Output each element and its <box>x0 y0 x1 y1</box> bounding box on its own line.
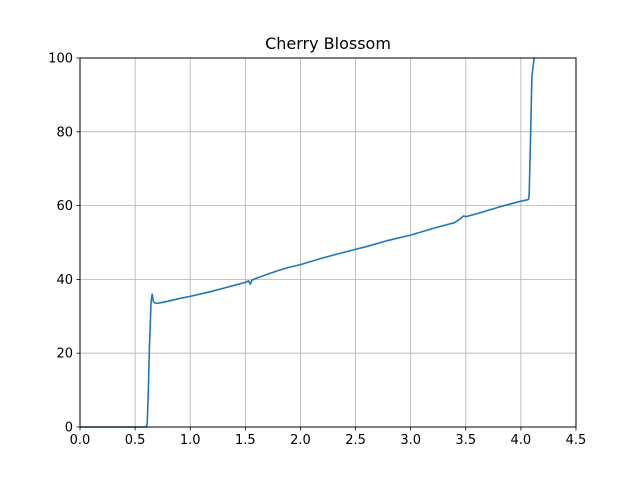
x-tick-label: 2.5 <box>345 433 366 448</box>
y-tick-label: 60 <box>56 199 73 214</box>
y-tick-label: 20 <box>56 347 73 362</box>
x-tick-label: 0.0 <box>70 433 91 448</box>
x-tick-label: 1.5 <box>235 433 256 448</box>
x-axis: 0.0 0.5 1.0 1.5 2.0 2.5 3.0 3.5 4.0 4.5 <box>70 427 587 448</box>
x-tick-label: 1.0 <box>180 433 201 448</box>
y-tick-label: 100 <box>48 52 73 67</box>
series-layer <box>80 57 535 428</box>
x-tick-label: 3.5 <box>455 433 476 448</box>
x-tick-label: 4.0 <box>511 433 532 448</box>
y-axis: 0 20 40 60 80 100 <box>48 52 80 436</box>
x-tick-label: 0.5 <box>125 433 146 448</box>
series-line-0 <box>80 57 535 428</box>
y-tick-label: 0 <box>65 421 73 436</box>
x-tick-label: 2.0 <box>290 433 311 448</box>
x-tick-label: 3.0 <box>400 433 421 448</box>
x-tick-label: 4.5 <box>566 433 587 448</box>
plot-frame <box>79 57 577 428</box>
y-tick-label: 80 <box>56 125 73 140</box>
y-tick-label: 40 <box>56 273 73 288</box>
chart-title: Cherry Blossom <box>265 34 391 53</box>
